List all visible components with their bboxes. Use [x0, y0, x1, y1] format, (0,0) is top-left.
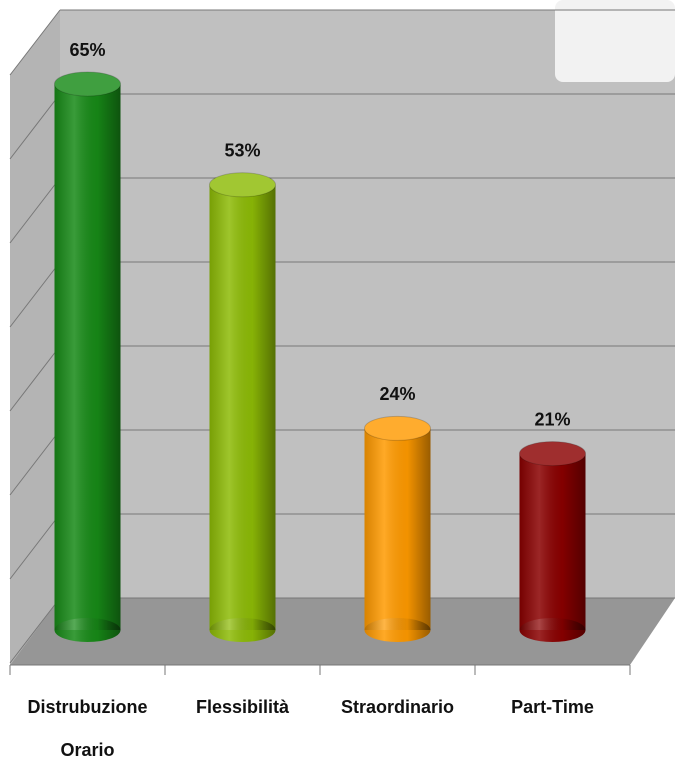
value-label: 65%	[69, 40, 105, 60]
bar-top	[54, 71, 121, 97]
value-label: 21%	[534, 409, 570, 429]
side-wall	[10, 10, 60, 665]
grid-line	[9, 9, 61, 76]
bar-top-shine	[364, 416, 431, 441]
floor	[10, 598, 675, 665]
value-label: 53%	[224, 141, 260, 161]
bar-base-shade	[364, 618, 431, 642]
grid-line	[9, 345, 61, 412]
bar-base-shade	[519, 618, 586, 642]
bar-top-shine	[54, 72, 121, 96]
grid-line	[9, 261, 61, 328]
x-tick-label: Part-Time	[511, 697, 594, 717]
grid-line	[9, 177, 61, 244]
decoration	[555, 0, 675, 82]
bar-top-shine	[209, 172, 276, 197]
grid-line	[9, 429, 61, 496]
grid-line	[9, 93, 61, 160]
bar-top-shine	[519, 441, 586, 466]
grid-line	[9, 513, 61, 580]
bar-base-shade	[54, 618, 121, 642]
grid-line	[9, 597, 61, 664]
x-tick-label: Distrubuzione Orario	[27, 697, 148, 760]
x-tick-label: Flessibilità	[195, 697, 290, 717]
bar-shade	[364, 428, 431, 630]
bar-shade	[54, 84, 121, 630]
bar-base-shade	[209, 618, 276, 642]
bar-top	[209, 172, 276, 198]
bar-shade	[519, 453, 586, 630]
bar-top	[519, 441, 586, 467]
bar-shade	[209, 184, 276, 631]
bar-top	[364, 415, 431, 441]
x-tick-label: Straordinario	[340, 697, 455, 717]
value-label: 24%	[379, 384, 415, 404]
